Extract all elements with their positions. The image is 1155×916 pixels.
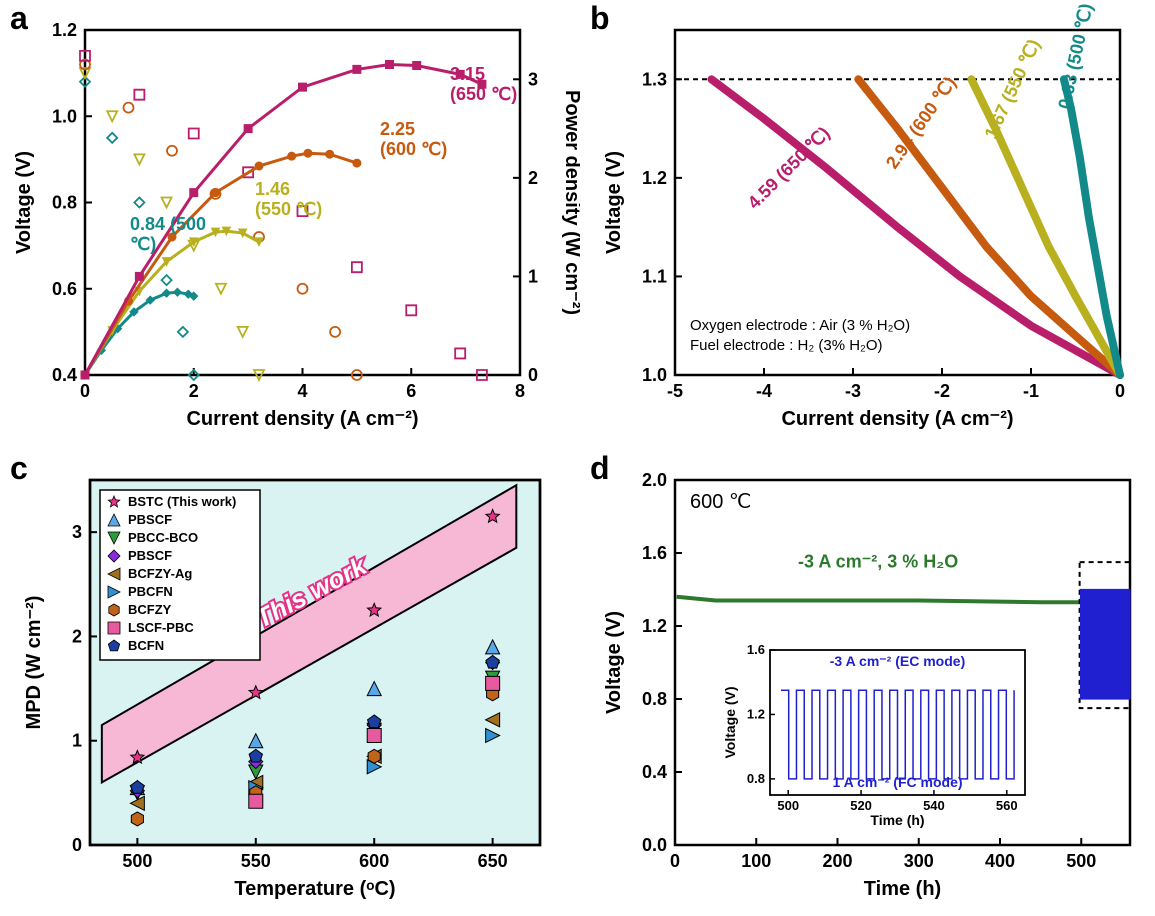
svg-text:-4: -4 xyxy=(756,381,772,401)
svg-text:Voltage (V): Voltage (V) xyxy=(603,151,625,254)
svg-text:-5: -5 xyxy=(667,381,683,401)
svg-text:0.8: 0.8 xyxy=(642,689,667,709)
panel-d: d 0 100 200 300 400 500 0.0 0.4 0.8 1.2 1.6 2.0 Time… xyxy=(580,450,1155,910)
svg-text:2: 2 xyxy=(189,381,199,401)
svg-text:1.2: 1.2 xyxy=(642,168,667,188)
svg-text:0.4: 0.4 xyxy=(642,762,667,782)
svg-text:4: 4 xyxy=(297,381,307,401)
panel-c: c This work5005506006500123Temperature (… xyxy=(0,450,580,910)
svg-text:(550 ℃): (550 ℃) xyxy=(255,199,322,219)
svg-text:3: 3 xyxy=(528,69,538,89)
svg-text:BCFN: BCFN xyxy=(128,638,164,653)
svg-text:Oxygen electrode : Air (3 % H₂: Oxygen electrode : Air (3 % H₂O) xyxy=(690,317,910,334)
svg-text:2.0: 2.0 xyxy=(642,470,667,490)
svg-text:1.0: 1.0 xyxy=(642,365,667,385)
chart-b: -5 -4 -3 -2 -1 0 1.0 1.1 1.2 1.3 Current density (… xyxy=(580,0,1155,440)
svg-text:2.25: 2.25 xyxy=(380,119,415,139)
svg-text:3: 3 xyxy=(72,522,82,542)
svg-text:500: 500 xyxy=(122,851,152,871)
svg-text:-3 A cm⁻², 3 % H₂O: -3 A cm⁻², 3 % H₂O xyxy=(798,552,958,572)
svg-text:Current density (A cm⁻²): Current density (A cm⁻²) xyxy=(781,408,1013,430)
svg-text:1.6: 1.6 xyxy=(747,642,765,657)
svg-text:Temperature (ᵒC): Temperature (ᵒC) xyxy=(234,878,395,900)
svg-text:1.67 (550 ℃): 1.67 (550 ℃) xyxy=(980,36,1043,142)
svg-text:0.8: 0.8 xyxy=(747,771,765,786)
svg-text:1: 1 xyxy=(72,731,82,751)
svg-text:(650 ℃): (650 ℃) xyxy=(450,84,517,104)
svg-text:Time (h): Time (h) xyxy=(864,878,941,900)
svg-text:LSCF-PBC: LSCF-PBC xyxy=(128,620,194,635)
svg-text:2: 2 xyxy=(72,626,82,646)
svg-text:0.6: 0.6 xyxy=(52,279,77,299)
svg-text:0.4: 0.4 xyxy=(52,365,77,385)
svg-text:500: 500 xyxy=(777,798,799,813)
svg-text:MPD (W cm⁻²): MPD (W cm⁻²) xyxy=(23,596,45,730)
panel-c-label: c xyxy=(10,450,28,487)
svg-text:540: 540 xyxy=(923,798,945,813)
svg-text:3.15: 3.15 xyxy=(450,64,485,84)
svg-text:1.0: 1.0 xyxy=(52,106,77,126)
svg-text:0.0: 0.0 xyxy=(642,835,667,855)
svg-text:BCFZY: BCFZY xyxy=(128,602,172,617)
svg-text:600 ℃: 600 ℃ xyxy=(690,491,751,513)
svg-text:400: 400 xyxy=(985,851,1015,871)
svg-text:0: 0 xyxy=(1115,381,1125,401)
svg-text:PBCC-BCO: PBCC-BCO xyxy=(128,530,198,545)
svg-text:1.2: 1.2 xyxy=(747,706,765,721)
chart-c: This work5005506006500123Temperature (ᵒC… xyxy=(0,450,580,910)
svg-text:650: 650 xyxy=(478,851,508,871)
svg-text:500: 500 xyxy=(1066,851,1096,871)
svg-text:1.6: 1.6 xyxy=(642,543,667,563)
svg-text:0.63 (500 ℃): 0.63 (500 ℃) xyxy=(1054,2,1096,111)
svg-text:Time (h): Time (h) xyxy=(870,812,924,828)
svg-text:-1: -1 xyxy=(1023,381,1039,401)
svg-text:Voltage (V): Voltage (V) xyxy=(603,611,625,714)
svg-text:100: 100 xyxy=(741,851,771,871)
svg-text:8: 8 xyxy=(515,381,525,401)
svg-text:Current density (A cm⁻²): Current density (A cm⁻²) xyxy=(186,408,418,430)
svg-text:-3: -3 xyxy=(845,381,861,401)
svg-text:0: 0 xyxy=(72,835,82,855)
svg-text:1.3: 1.3 xyxy=(642,69,667,89)
svg-text:0: 0 xyxy=(80,381,90,401)
svg-text:BSTC (This work): BSTC (This work) xyxy=(128,494,236,509)
svg-text:1.46: 1.46 xyxy=(255,179,290,199)
svg-text:BCFZY-Ag: BCFZY-Ag xyxy=(128,566,192,581)
svg-text:200: 200 xyxy=(822,851,852,871)
svg-text:1.2: 1.2 xyxy=(642,616,667,636)
svg-text:PBSCF: PBSCF xyxy=(128,548,172,563)
panel-b: b -5 -4 -3 -2 -1 0 1.0 1.1 1.2 1.3 Current density… xyxy=(580,0,1155,440)
svg-text:0: 0 xyxy=(528,365,538,385)
panel-a-label: a xyxy=(10,0,28,37)
svg-text:Voltage (V): Voltage (V) xyxy=(722,686,738,758)
svg-text:520: 520 xyxy=(850,798,872,813)
svg-text:560: 560 xyxy=(996,798,1018,813)
svg-text:0.84 (500: 0.84 (500 xyxy=(130,214,206,234)
svg-text:PBSCF: PBSCF xyxy=(128,512,172,527)
svg-text:0.8: 0.8 xyxy=(52,193,77,213)
chart-d: 0 100 200 300 400 500 0.0 0.4 0.8 1.2 1.6 2.0 Time (… xyxy=(580,450,1155,910)
svg-text:300: 300 xyxy=(904,851,934,871)
panel-a: a 0 2 4 6 8 0.4 0.6 0.8 1.0 1.2 0 1 2 3 Current densit… xyxy=(0,0,580,440)
svg-text:(600 ℃): (600 ℃) xyxy=(380,139,447,159)
chart-a: 0 2 4 6 8 0.4 0.6 0.8 1.0 1.2 0 1 2 3 Current density … xyxy=(0,0,580,440)
svg-text:-2: -2 xyxy=(934,381,950,401)
svg-text:1: 1 xyxy=(528,266,538,286)
svg-text:1.2: 1.2 xyxy=(52,20,77,40)
panel-b-label: b xyxy=(590,0,610,37)
svg-text:℃): ℃) xyxy=(130,234,156,254)
svg-text:PBCFN: PBCFN xyxy=(128,584,173,599)
svg-text:1 A cm⁻² (FC mode): 1 A cm⁻² (FC mode) xyxy=(832,774,962,790)
svg-text:Fuel electrode : H₂ (3% H: Fuel electrode : H₂ (3% H₂O) xyxy=(690,337,883,354)
svg-text:2: 2 xyxy=(528,168,538,188)
svg-text:Power density (W cm⁻²): Power density (W cm⁻²) xyxy=(561,90,580,315)
panel-d-label: d xyxy=(590,450,610,487)
svg-text:550: 550 xyxy=(241,851,271,871)
svg-text:600: 600 xyxy=(359,851,389,871)
svg-text:6: 6 xyxy=(406,381,416,401)
svg-text:0: 0 xyxy=(670,851,680,871)
svg-text:Voltage (V): Voltage (V) xyxy=(13,151,35,254)
svg-text:1.1: 1.1 xyxy=(642,266,667,286)
svg-text:-3 A cm⁻² (EC mode): -3 A cm⁻² (EC mode) xyxy=(830,653,965,669)
